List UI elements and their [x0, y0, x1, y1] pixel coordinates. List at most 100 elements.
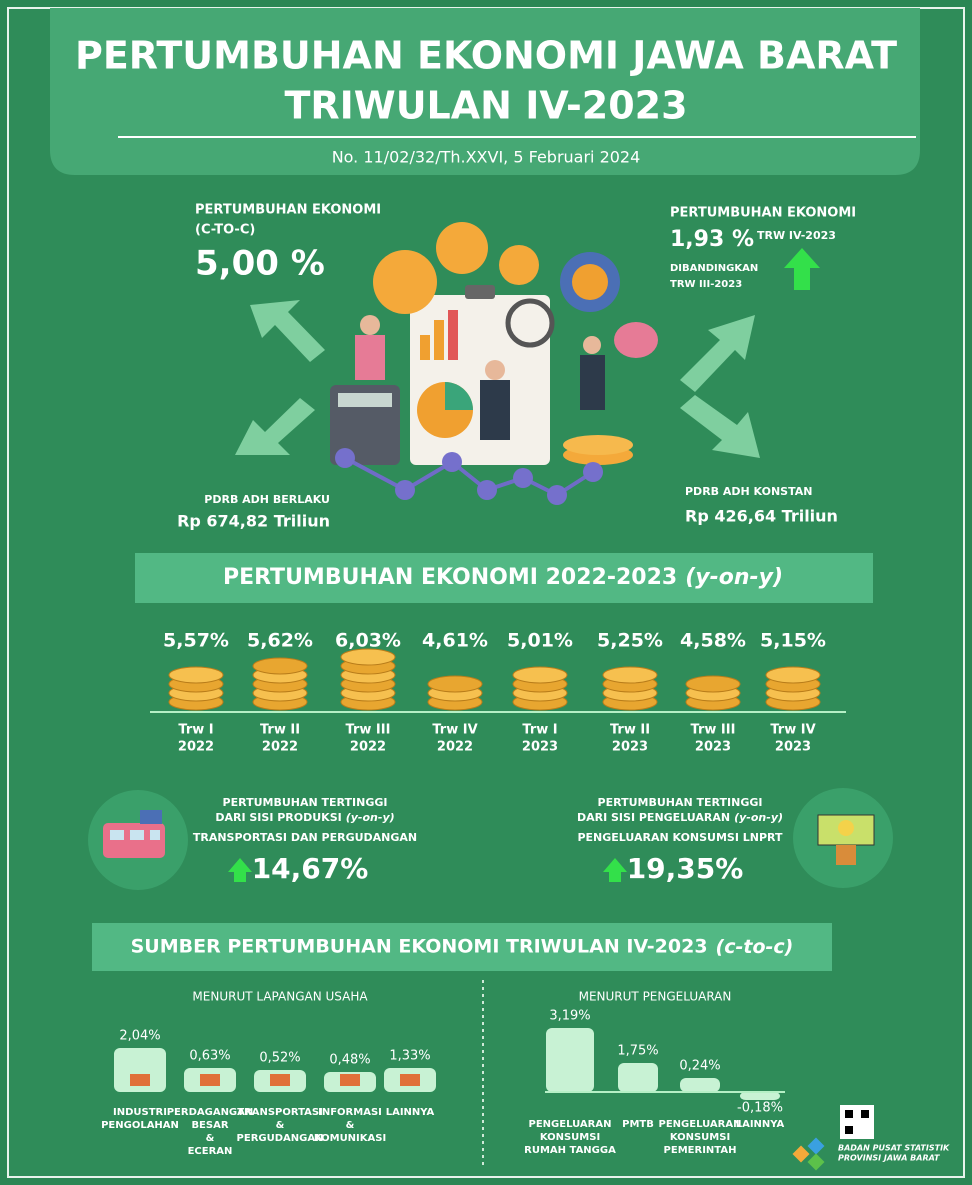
source-label: PERGUDANGAN [237, 1133, 324, 1144]
yoy-value: 4,58% [680, 630, 746, 652]
yoy-year: 2023 [522, 740, 558, 755]
sources-title: SUMBER PERTUMBUHAN EKONOMI TRIWULAN IV-2… [131, 936, 794, 958]
highlight-sector: TRANSPORTASI DAN PERGUDANGAN [193, 831, 417, 844]
yoy-year: 2023 [775, 740, 811, 755]
yoy-value: 5,01% [507, 630, 573, 652]
yoy-quarter: Trw II [610, 723, 650, 738]
infographic: PERTUMBUHAN EKONOMI JAWA BARAT TRIWULAN I… [0, 0, 972, 1185]
qtq-period: TRW IV-2023 [757, 229, 836, 242]
sources-heading: MENURUT LAPANGAN USAHA [192, 990, 368, 1004]
ctoc-value: 5,00 % [195, 244, 325, 284]
source-label: TRANSPORTASI [237, 1107, 323, 1118]
adhk-value: Rp 426,64 Triliun [685, 507, 838, 526]
footer-org: BADAN PUSAT STATISTIK [838, 1144, 950, 1153]
source-value: 0,63% [189, 1049, 230, 1064]
source-label: LAINNYA [386, 1107, 435, 1118]
yoy-quarter: Trw I [178, 723, 213, 738]
source-value: 1,33% [389, 1049, 430, 1064]
yoy-value: 5,57% [163, 630, 229, 652]
footer-org: PROVINSI JAWA BARAT [838, 1154, 940, 1163]
sources-heading: MENURUT PENGELUARAN [579, 990, 732, 1004]
yoy-year: 2023 [695, 740, 731, 755]
yoy-value: 4,61% [422, 630, 488, 652]
source-label: LAINNYA [736, 1119, 785, 1130]
source-value: 0,52% [259, 1051, 300, 1066]
yoy-title: PERTUMBUHAN EKONOMI 2022-2023(y-on-y) [223, 565, 783, 590]
ctoc-label: PERTUMBUHAN EKONOMI [195, 203, 381, 218]
yoy-year: 2022 [350, 740, 386, 755]
qtq-value: 1,93 % [670, 227, 754, 252]
yoy-year: 2022 [178, 740, 214, 755]
source-label: & [276, 1120, 285, 1131]
yoy-quarter: Trw IV [432, 723, 477, 738]
title: TRIWULAN IV-2023 [284, 84, 687, 128]
coin [686, 676, 740, 692]
yoy-value: 6,03% [335, 630, 401, 652]
adhb-value: Rp 674,82 Triliun [177, 512, 330, 531]
highlight-em: (y-on-y) [346, 811, 395, 824]
highlight-sector: PENGELUARAN KONSUMSI LNPRT [577, 831, 783, 844]
yoy-value: 5,25% [597, 630, 663, 652]
subtitle: No. 11/02/32/Th.XXVI, 5 Februari 2024 [332, 148, 641, 167]
sources-title-em: (c-to-c) [716, 936, 794, 958]
highlight-line: DARI SISI PENGELUARAN(y-on-y) [577, 811, 783, 824]
coin [766, 667, 820, 683]
highlight-line: PERTUMBUHAN TERTINGGI [598, 796, 763, 809]
highlight-line: DARI SISI PRODUKSI(y-on-y) [215, 811, 394, 824]
yoy-quarter: Trw III [346, 723, 391, 738]
coin [603, 667, 657, 683]
source-icon [340, 1074, 360, 1086]
qtq-note: TRW III-2023 [670, 279, 742, 290]
yoy-quarter: Trw II [260, 723, 300, 738]
source-icon [130, 1074, 150, 1086]
source-label: RUMAH TANGGA [524, 1145, 616, 1156]
source-label: & [346, 1120, 355, 1131]
coin [513, 667, 567, 683]
source-label: KOMUNIKASI [314, 1133, 386, 1144]
coin [253, 658, 307, 674]
source-label: INDUSTRI [113, 1107, 167, 1118]
coin [341, 649, 395, 665]
source-icon [200, 1074, 220, 1086]
source-bar [740, 1092, 780, 1100]
adhb-label: PDRB ADH BERLAKU [204, 493, 330, 506]
yoy-value: 5,62% [247, 630, 313, 652]
source-label: PENGELUARAN [659, 1119, 742, 1130]
source-value: 2,04% [119, 1029, 160, 1044]
source-label: KONSUMSI [670, 1132, 730, 1143]
coin [169, 667, 223, 683]
source-bar [680, 1078, 720, 1092]
adhk-label: PDRB ADH KONSTAN [685, 485, 812, 498]
highlight-em: (y-on-y) [734, 811, 783, 824]
yoy-value: 5,15% [760, 630, 826, 652]
qtq-label: PERTUMBUHAN EKONOMI [670, 206, 856, 221]
yoy-title-em: (y-on-y) [685, 565, 783, 590]
yoy-year: 2023 [612, 740, 648, 755]
coin [428, 676, 482, 692]
source-label: PEMERINTAH [664, 1145, 737, 1156]
qtq-note: DIBANDINGKAN [670, 263, 758, 274]
highlight-value: 14,67% [252, 852, 369, 885]
source-value: 1,75% [617, 1044, 658, 1059]
yoy-quarter: Trw I [522, 723, 557, 738]
title: PERTUMBUHAN EKONOMI JAWA BARAT [75, 34, 897, 78]
highlight-value: 19,35% [627, 852, 744, 885]
source-value: 3,19% [549, 1009, 590, 1024]
yoy-year: 2022 [262, 740, 298, 755]
yoy-quarter: Trw III [691, 723, 736, 738]
yoy-year: 2022 [437, 740, 473, 755]
source-bar [618, 1063, 658, 1092]
highlight-line: PERTUMBUHAN TERTINGGI [223, 796, 388, 809]
source-label: INFORMASI [318, 1107, 382, 1118]
source-label: PENGELUARAN [529, 1119, 612, 1130]
ctoc-label: (C-TO-C) [195, 223, 255, 238]
page: Infografis html,body{margin:0;padding:0;… [0, 0, 972, 1185]
source-label: PMTB [622, 1119, 654, 1130]
source-value: -0,18% [737, 1101, 783, 1116]
yoy-quarter: Trw IV [770, 723, 815, 738]
source-label: BESAR [191, 1120, 228, 1131]
source-bar [546, 1028, 594, 1092]
source-label: ECERAN [188, 1146, 233, 1157]
source-icon [270, 1074, 290, 1086]
body: {"header":{"title_line1":"PERTUMBUHAN EK… [0, 0, 972, 1185]
